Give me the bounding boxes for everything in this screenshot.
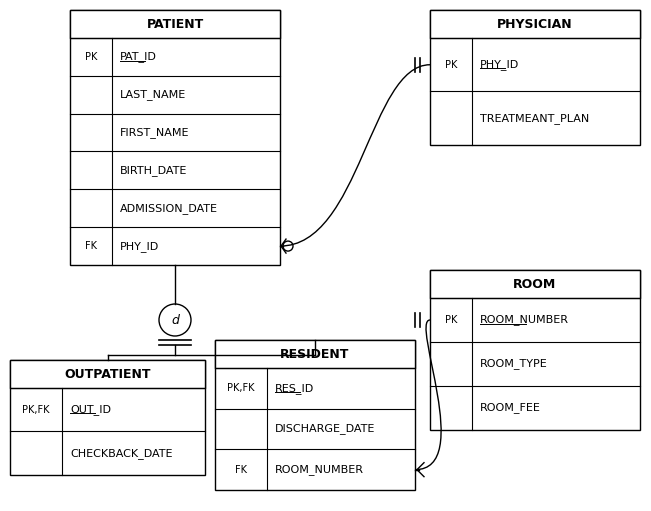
Text: RESIDENT: RESIDENT: [281, 347, 350, 360]
Text: FIRST_NAME: FIRST_NAME: [120, 127, 189, 138]
Text: LAST_NAME: LAST_NAME: [120, 89, 186, 100]
Text: ROOM_FEE: ROOM_FEE: [480, 403, 541, 413]
Text: ADMISSION_DATE: ADMISSION_DATE: [120, 203, 218, 214]
Text: PAT_ID: PAT_ID: [120, 52, 157, 62]
Text: PK: PK: [445, 315, 457, 325]
Bar: [10, 360, 205, 475]
Text: PHY_ID: PHY_ID: [480, 59, 519, 70]
Bar: [430, 270, 640, 430]
Text: PHYSICIAN: PHYSICIAN: [497, 17, 573, 31]
Text: ROOM: ROOM: [514, 277, 557, 290]
Bar: [215, 340, 415, 368]
Text: PK: PK: [85, 52, 97, 62]
Bar: [215, 340, 415, 490]
Text: ROOM_NUMBER: ROOM_NUMBER: [480, 315, 569, 326]
Text: PHY_ID: PHY_ID: [120, 241, 159, 251]
Bar: [70, 10, 280, 265]
Text: OUTPATIENT: OUTPATIENT: [64, 367, 151, 381]
Text: OUT_ID: OUT_ID: [70, 404, 111, 415]
Text: DISCHARGE_DATE: DISCHARGE_DATE: [275, 424, 376, 434]
Text: PK,FK: PK,FK: [227, 383, 255, 393]
Text: TREATMEANT_PLAN: TREATMEANT_PLAN: [480, 113, 589, 124]
Bar: [70, 10, 280, 38]
Bar: [430, 270, 640, 298]
Bar: [430, 10, 640, 145]
Text: RES_ID: RES_ID: [275, 383, 314, 394]
Text: FK: FK: [235, 464, 247, 475]
Text: d: d: [171, 314, 179, 327]
Bar: [10, 360, 205, 388]
Text: FK: FK: [85, 241, 97, 251]
Text: ROOM_TYPE: ROOM_TYPE: [480, 359, 547, 369]
Text: CHECKBACK_DATE: CHECKBACK_DATE: [70, 448, 173, 459]
Text: PATIENT: PATIENT: [146, 17, 204, 31]
Text: ROOM_NUMBER: ROOM_NUMBER: [275, 464, 364, 475]
Text: PK: PK: [445, 60, 457, 69]
Text: PK,FK: PK,FK: [22, 405, 49, 415]
Bar: [430, 10, 640, 38]
Text: BIRTH_DATE: BIRTH_DATE: [120, 165, 187, 176]
